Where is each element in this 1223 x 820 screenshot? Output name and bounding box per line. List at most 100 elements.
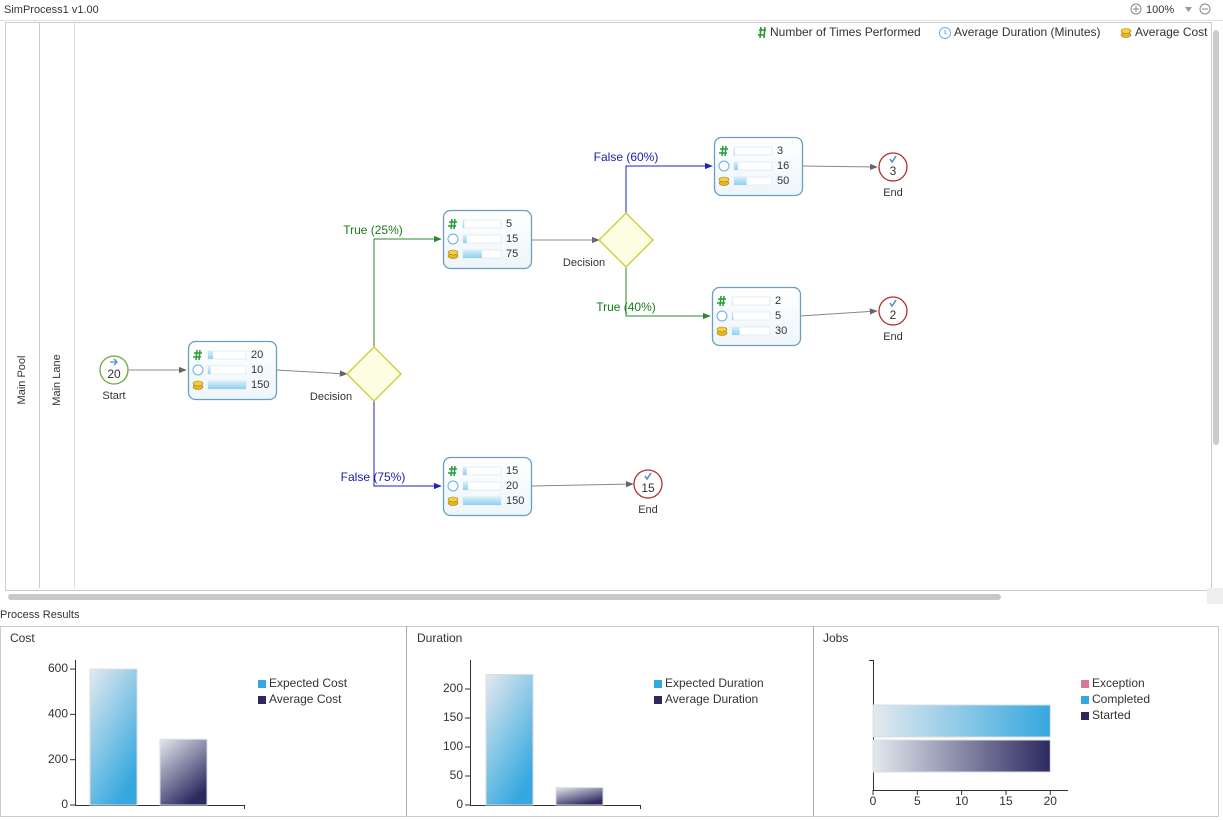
task-value: 150	[506, 495, 524, 507]
y-tick-label: 0	[456, 797, 463, 811]
mini-bar-track	[462, 219, 502, 229]
legend-label: Average Duration	[665, 692, 758, 706]
legend-item: Average Duration (Minutes)	[954, 25, 1101, 39]
legend-label: Expected Cost	[269, 676, 348, 690]
bar	[485, 674, 534, 806]
legend-swatch	[258, 696, 266, 704]
mini-bar-track	[731, 296, 771, 306]
cost-icon	[718, 176, 730, 183]
count-icon	[448, 465, 457, 477]
task: 20 10 150	[187, 340, 278, 401]
cost-icon	[192, 380, 204, 387]
zoom-in-button[interactable]	[1130, 3, 1142, 15]
mini-bar	[734, 147, 735, 155]
event-label: End	[883, 331, 903, 343]
end-event	[633, 469, 663, 499]
pool-label: Main Pool	[16, 356, 28, 405]
task-value: 30	[775, 325, 787, 337]
horizontal-scrollbar[interactable]	[8, 594, 1001, 600]
mini-bar-track	[207, 365, 247, 375]
bar	[159, 738, 208, 806]
mini-bar-track	[731, 311, 771, 321]
task: 2 5 30	[711, 286, 802, 347]
legend-swatch	[1081, 696, 1089, 704]
task-value: 15	[506, 465, 518, 477]
task-value: 20	[506, 480, 518, 492]
start-event	[99, 355, 129, 385]
mini-bar	[463, 250, 482, 258]
event-count: 2	[890, 308, 897, 322]
mini-bar	[208, 381, 246, 389]
event-icon	[889, 155, 897, 164]
mini-bar	[734, 177, 747, 185]
y-tick-label: 0	[61, 797, 68, 811]
sequence-flow	[373, 235, 442, 347]
task-value: 5	[506, 218, 512, 230]
mini-bar	[732, 327, 740, 335]
app-title: SimProcess1 v1.00	[4, 4, 99, 16]
y-tick-label: 150	[443, 710, 463, 724]
cost-icon	[716, 326, 728, 333]
legend-swatch	[654, 696, 662, 704]
event-count: 20	[107, 367, 121, 381]
duration-icon	[939, 27, 951, 39]
end-event	[878, 296, 908, 326]
mini-bar	[463, 235, 467, 243]
mini-bar	[463, 497, 501, 505]
task-value: 150	[251, 379, 269, 391]
sequence-flow	[801, 163, 878, 171]
legend-label: Completed	[1092, 692, 1150, 706]
task-value: 75	[506, 248, 518, 260]
task: 3 16 50	[713, 136, 804, 197]
cost-icon	[447, 496, 459, 503]
legend-swatch	[1081, 680, 1089, 688]
count-icon	[717, 295, 726, 307]
flow-label: False (60%)	[594, 150, 659, 164]
zoom-level[interactable]: 100%	[1146, 4, 1174, 16]
sequence-flow	[530, 480, 634, 488]
vertical-scrollbar[interactable]	[1213, 30, 1219, 445]
legend-label: Expected Duration	[665, 676, 764, 690]
zoom-out-button[interactable]	[1199, 3, 1211, 15]
sequence-flow	[373, 401, 442, 490]
duration-icon	[447, 233, 459, 245]
y-tick-label: 400	[48, 707, 68, 721]
mini-bar-track	[462, 466, 502, 476]
task-value: 20	[251, 349, 263, 361]
sequence-flow	[275, 369, 348, 377]
event-icon	[644, 472, 652, 481]
count-icon	[448, 218, 457, 230]
legend-label: Started	[1092, 708, 1131, 722]
gateway	[346, 346, 402, 402]
task: 15 20 150	[442, 456, 533, 517]
task-value: 50	[777, 175, 789, 187]
gateway-label: Decision	[563, 257, 605, 269]
mini-bar	[463, 482, 469, 490]
cost-icon	[1120, 28, 1132, 38]
flow-label: True (40%)	[596, 300, 656, 314]
chart-title: Cost	[10, 631, 35, 645]
x-tick-label: 5	[914, 794, 921, 808]
legend-item: Average Cost	[1135, 25, 1208, 39]
zoom-dropdown[interactable]	[1185, 7, 1192, 12]
duration-icon	[447, 480, 459, 492]
x-tick-label: 15	[999, 794, 1013, 808]
count-icon	[193, 349, 202, 361]
section-title: Process Results	[0, 609, 80, 621]
y-tick-label: 600	[48, 661, 68, 675]
end-event	[878, 152, 908, 182]
legend-swatch	[258, 680, 266, 688]
flow-label: False (75%)	[341, 470, 406, 484]
event-count: 3	[890, 164, 897, 178]
x-tick-label: 0	[870, 794, 877, 808]
mini-bar-track	[462, 481, 502, 491]
y-tick-label: 50	[450, 768, 464, 782]
bar	[872, 704, 1051, 738]
task-value: 16	[777, 160, 789, 172]
mini-bar	[208, 366, 211, 374]
flow-label: True (25%)	[343, 223, 403, 237]
task-value: 10	[251, 364, 263, 376]
mini-bar	[208, 351, 214, 359]
